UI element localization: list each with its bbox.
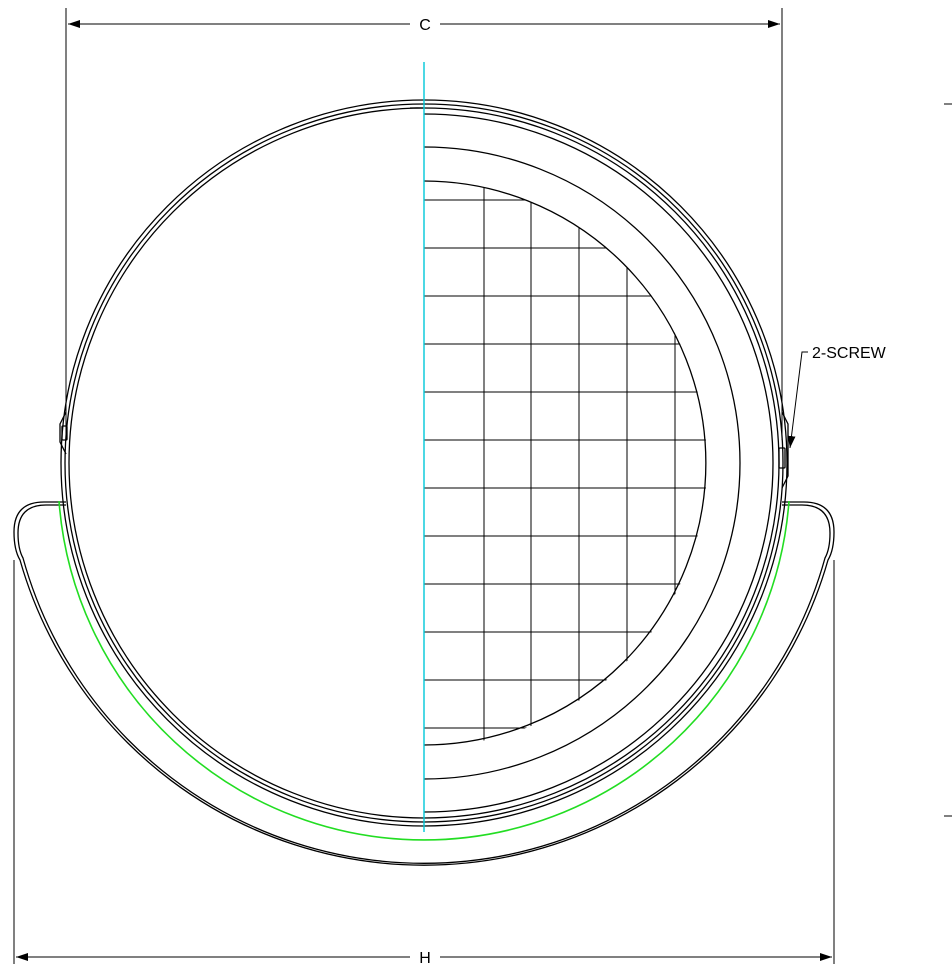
- screw-tab-left: [59, 411, 68, 455]
- dimension-h-label: H: [419, 950, 431, 967]
- hood-right-rings: [423, 113, 774, 813]
- cradle-outer-outline-inner: [17, 504, 831, 864]
- screw-left-icon: [61, 425, 68, 441]
- dimension-h: H: [13, 560, 835, 967]
- screw-tab-right-outline: [781, 411, 789, 489]
- base-cradle: [13, 500, 835, 866]
- cradle-outer-outline: [13, 501, 835, 866]
- cradle-hidden-arc: [58, 500, 790, 841]
- screw-tab-right: [778, 411, 789, 489]
- screw-right-icon: [778, 447, 786, 469]
- ring-282: [423, 180, 707, 746]
- screw-callout-label: 2-SCREW: [812, 345, 887, 362]
- screw-tab-left-outline: [59, 411, 67, 455]
- screw-callout: 2-SCREW: [787, 345, 887, 449]
- mesh-screen: [424, 181, 707, 747]
- ring-349: [423, 113, 774, 813]
- screw-leader-line: [787, 351, 808, 449]
- dimension-c-label: C: [419, 17, 431, 34]
- ring-316: [423, 146, 741, 780]
- dimension-c: C: [65, 8, 783, 440]
